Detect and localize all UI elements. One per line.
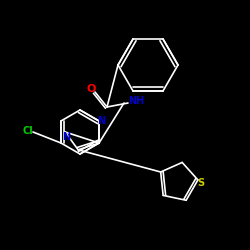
Text: O: O xyxy=(86,84,96,94)
Text: Cl: Cl xyxy=(22,126,34,136)
Text: S: S xyxy=(197,178,204,188)
Text: N: N xyxy=(97,116,105,126)
Text: NH: NH xyxy=(128,96,144,106)
Text: N: N xyxy=(62,132,70,142)
